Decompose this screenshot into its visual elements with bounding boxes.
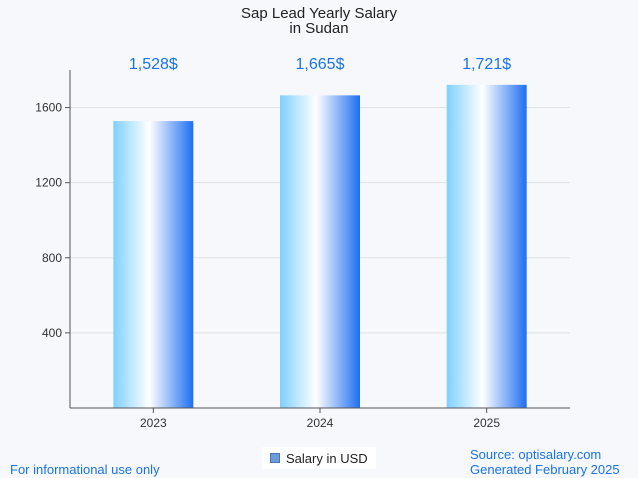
y-tick-label: 800 — [42, 251, 62, 265]
bar — [113, 121, 194, 408]
chart-subtitle: in Sudan — [289, 20, 348, 37]
y-tick-label: 400 — [42, 326, 62, 340]
legend[interactable]: Salary in USD — [262, 447, 376, 469]
info-note: For informational use only — [10, 462, 160, 477]
data-label: 1,528$ — [129, 56, 178, 73]
bar — [280, 95, 360, 408]
bar — [446, 84, 527, 408]
x-tick-label: 2023 — [140, 416, 167, 430]
x-tick-label: 2025 — [473, 416, 500, 430]
chart-title: Sap Lead Yearly Salary — [241, 5, 397, 22]
generated-date: Generated February 2025 — [470, 462, 620, 477]
legend-swatch — [270, 453, 280, 463]
legend-label: Salary in USD — [286, 450, 368, 466]
y-tick-label: 1200 — [35, 176, 62, 190]
source-link[interactable]: Source: optisalary.com — [470, 447, 602, 462]
y-tick-label: 1600 — [35, 101, 62, 115]
data-label: 1,665$ — [296, 56, 345, 73]
data-label: 1,721$ — [462, 56, 511, 73]
x-tick-label: 2024 — [307, 416, 334, 430]
source-block: Source: optisalary.com Generated Februar… — [470, 447, 620, 477]
